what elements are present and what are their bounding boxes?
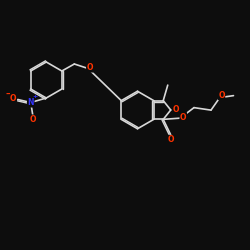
- Text: –: –: [6, 90, 10, 98]
- Text: O: O: [180, 112, 186, 122]
- Text: O: O: [30, 115, 36, 124]
- Text: +: +: [32, 94, 38, 99]
- Text: O: O: [218, 91, 225, 100]
- Text: O: O: [173, 106, 180, 114]
- Text: O: O: [168, 136, 174, 144]
- Text: N: N: [28, 98, 34, 107]
- Text: O: O: [86, 63, 93, 72]
- Text: O: O: [10, 94, 16, 103]
